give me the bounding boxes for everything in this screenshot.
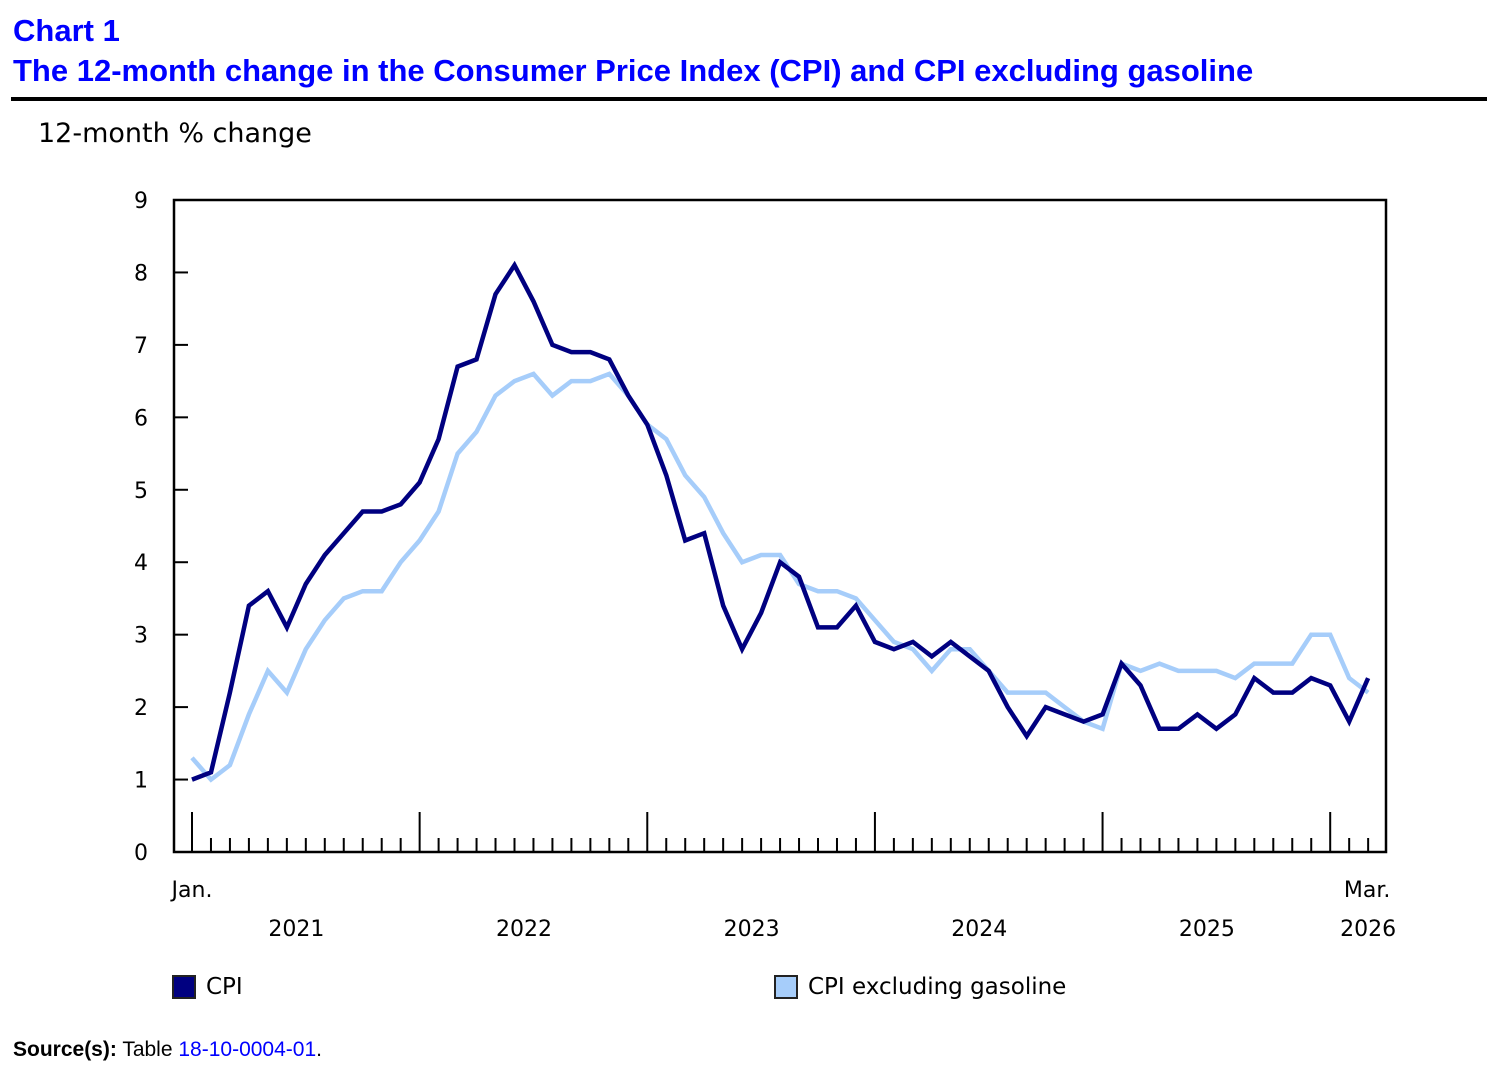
source-text: Table: [122, 1038, 173, 1061]
x-year-label: 2024: [951, 917, 1007, 942]
source-suffix: .: [316, 1038, 322, 1061]
y-axis-ticks: 0 1 2 3 4 5 6 7 8 9: [134, 189, 188, 866]
x-year-label: 2023: [724, 917, 780, 942]
y-axis-label: 12-month % change: [38, 118, 312, 149]
source-table-link[interactable]: 18-10-0004-01: [178, 1038, 317, 1061]
y-tick-label: 6: [134, 406, 148, 431]
x-tick-label-start-month: Jan.: [170, 878, 213, 903]
y-tick-label: 5: [134, 479, 148, 504]
title-rule: [11, 97, 1487, 101]
x-year-label: 2021: [268, 917, 324, 942]
legend-item-cpi-excluding-gasoline: CPI excluding gasoline: [774, 974, 1066, 1000]
plot-frame: [172, 198, 1388, 854]
chart-number: Chart 1: [13, 13, 120, 48]
y-tick-label: 7: [134, 334, 148, 359]
source-note: Source(s): Table 18-10-0004-01.: [13, 1038, 322, 1062]
y-tick-label: 0: [134, 841, 148, 866]
y-tick-label: 8: [134, 261, 148, 286]
legend-label-cpi: CPI: [206, 974, 243, 1000]
y-tick-label: 2: [134, 696, 148, 721]
y-tick-label: 1: [134, 769, 148, 794]
x-tick-label-end-month: Mar.: [1344, 878, 1390, 903]
y-tick-label: 3: [134, 624, 148, 649]
legend-swatch-cpi: [172, 975, 196, 999]
y-tick-label: 9: [134, 189, 148, 214]
x-axis-year-labels: 2021 2022 2023 2024 2025 2026: [268, 917, 1396, 942]
x-year-label: 2022: [496, 917, 552, 942]
legend-swatch-cpi-excluding-gasoline: [774, 975, 798, 999]
y-tick-label: 4: [134, 551, 148, 576]
legend-label-cpi-excluding-gasoline: CPI excluding gasoline: [808, 974, 1067, 1000]
series-line-cpi-excluding-gasoline: [190, 371, 1370, 783]
series-line-cpi: [191, 260, 1371, 782]
source-label: Source(s):: [13, 1038, 117, 1061]
x-axis-ticks: [191, 812, 1370, 852]
x-year-label: 2026: [1340, 917, 1396, 942]
chart-title: The 12-month change in the Consumer Pric…: [13, 53, 1254, 88]
legend-item-cpi: CPI: [172, 974, 243, 1000]
x-year-label: 2025: [1179, 917, 1235, 942]
series-lines: [190, 260, 1371, 783]
